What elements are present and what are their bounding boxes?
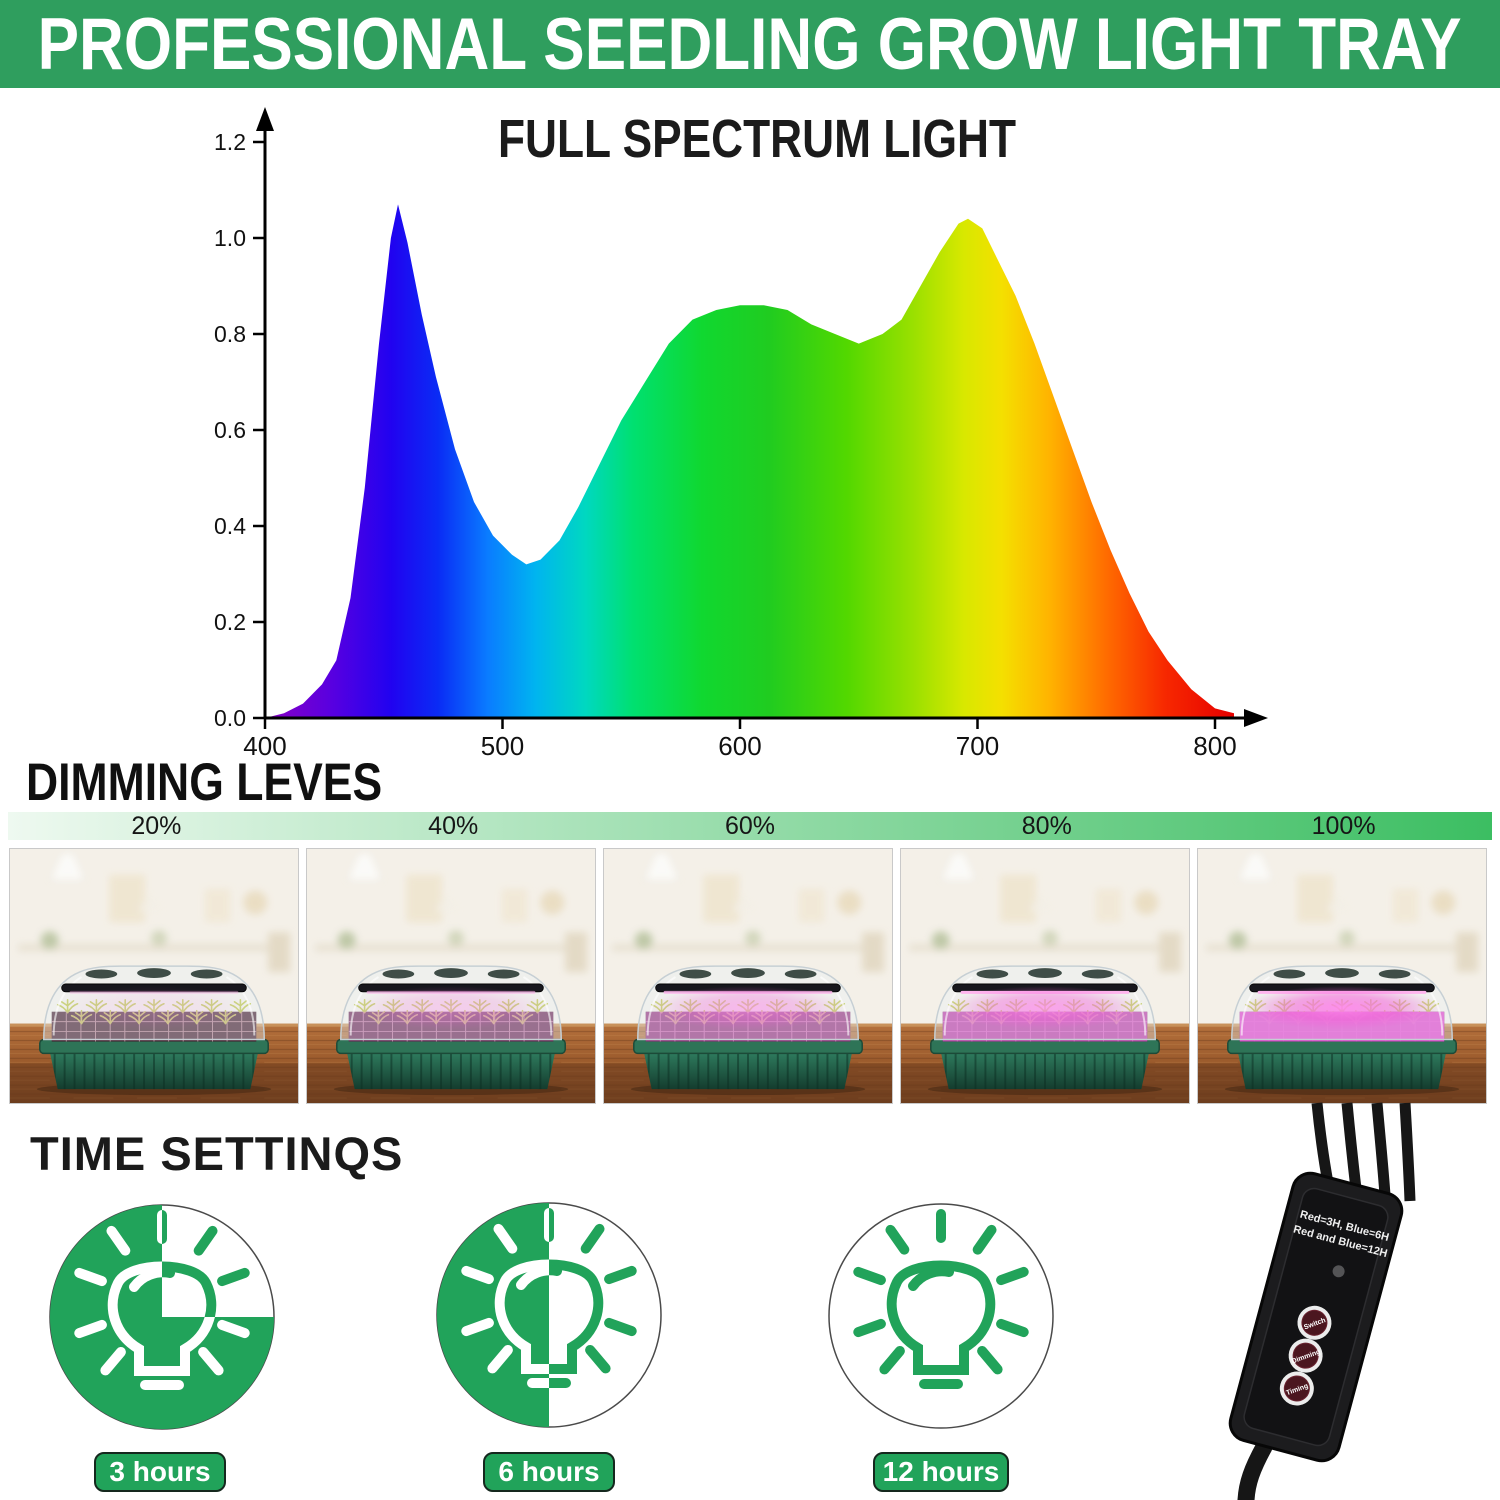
blurred-kitchen-background (17, 852, 291, 973)
duration-badge-6h: 6 hours (483, 1452, 615, 1492)
y-tick-label: 0.2 (214, 609, 246, 635)
power-cable (1237, 1438, 1273, 1500)
timer-icon-12-hours (828, 1203, 1054, 1429)
dome-vent (784, 969, 817, 979)
x-axis-arrow (1244, 709, 1268, 727)
x-tick-label: 800 (1193, 731, 1236, 760)
y-tick-label: 0.0 (214, 705, 246, 731)
y-tick-label: 0.6 (214, 417, 246, 443)
dome-vent (190, 969, 223, 979)
y-axis-arrow (256, 107, 274, 131)
blurred-kitchen-background (314, 852, 588, 973)
dimming-photo-20% (9, 848, 299, 1104)
dome-vent (976, 969, 1009, 979)
green-half-fill (437, 1203, 549, 1427)
dimming-photos-row (9, 848, 1493, 1104)
dim-level-label-20: 20% (131, 811, 182, 840)
header-banner: PROFESSIONAL SEEDLING GROW LIGHT TRAY (0, 0, 1500, 88)
dome-vent (731, 968, 765, 978)
dim-level-label-60: 60% (724, 811, 776, 840)
switch-button[interactable]: Switch (1294, 1302, 1336, 1344)
timer-icon-6-hours (436, 1202, 662, 1428)
chart-title: FULL SPECTRUM LIGHT (498, 109, 1016, 169)
tray-rim (39, 1038, 269, 1055)
dim-level-label-100: 100% (1311, 811, 1376, 840)
dome-vent (1028, 968, 1062, 978)
dome-vent (382, 969, 415, 979)
tray-rim (1227, 1038, 1457, 1055)
y-tick-label: 0.8 (214, 321, 246, 347)
spectrum-curve (265, 204, 1234, 718)
time-settings-heading: TIME SETTINQS (30, 1127, 404, 1180)
x-tick-label: 500 (481, 731, 524, 760)
blurred-kitchen-background (1205, 852, 1479, 973)
tray-photo (10, 849, 298, 1103)
y-tick-label: 1.0 (214, 225, 246, 251)
timing-button[interactable]: Timing (1276, 1368, 1318, 1410)
tray-rim (633, 1038, 863, 1055)
dim-level-label-40: 40% (428, 811, 479, 840)
dome-vent (1378, 969, 1411, 979)
dome-vent (679, 969, 712, 979)
blurred-kitchen-background (611, 852, 885, 973)
dim-level-label-80: 80% (1021, 811, 1072, 840)
duration-badge-3h: 3 hours (94, 1452, 226, 1492)
dimming-photo-80% (900, 848, 1190, 1104)
dome-vent (1325, 968, 1359, 978)
full-spectrum-chart: FULL SPECTRUM LIGHT 400 500 600 700 800 0.0 0.… (214, 107, 1268, 760)
chart-axes (263, 125, 1248, 720)
x-tick-label: 400 (243, 731, 286, 760)
led-indicator (1332, 1265, 1345, 1278)
tray-photo (307, 849, 595, 1103)
tray-photo (604, 849, 892, 1103)
dome-vent (1081, 969, 1114, 979)
page-title: PROFESSIONAL SEEDLING GROW LIGHT TRAY (38, 3, 1462, 85)
dimming-photo-100% (1197, 848, 1487, 1104)
tray-rim (336, 1038, 566, 1055)
x-tick-label: 600 (718, 731, 761, 760)
dome-vent (137, 968, 171, 978)
timer-controller: Red=3H, Blue=6H Red and Blue=12H Switch … (1228, 1102, 1416, 1500)
dimming-button[interactable]: Dimming (1285, 1335, 1327, 1377)
y-tick-label: 0.4 (214, 513, 246, 539)
dome-vent (434, 968, 468, 978)
dimming-heading: DIMMING LEVES (26, 753, 383, 812)
dome-vent (487, 969, 520, 979)
tray-photo (901, 849, 1189, 1103)
dome-vent (85, 969, 118, 979)
y-tick-label: 1.2 (214, 129, 246, 155)
axis-ticks: 400 500 600 700 800 0.0 0.2 0.4 0.6 0.8 1.0 1.2 (214, 129, 1237, 760)
blurred-kitchen-background (908, 852, 1182, 973)
dimming-photo-60% (603, 848, 893, 1104)
tray-photo (1198, 849, 1486, 1103)
dome-vent (1273, 969, 1306, 979)
dimming-photo-40% (306, 848, 596, 1104)
duration-badge-12h: 12 hours (873, 1452, 1009, 1492)
timer-icon-3-hours (49, 1204, 275, 1430)
x-tick-label: 700 (956, 731, 999, 760)
dimming-gradient-bar: 20% 40% 60% 80% 100% (8, 812, 1492, 840)
tray-rim (930, 1038, 1160, 1055)
